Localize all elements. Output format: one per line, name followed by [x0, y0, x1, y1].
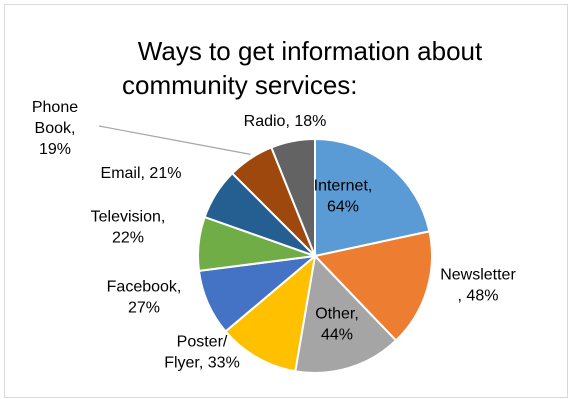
- leader-lines: [98, 125, 251, 155]
- data-label-line: , 48%: [458, 288, 499, 305]
- data-label-television: Television, 22%: [91, 209, 166, 247]
- data-label-phone-book: Phone Book, 19%: [32, 99, 78, 158]
- data-label-line: 22%: [112, 230, 144, 247]
- data-label-line: 19%: [39, 141, 71, 158]
- data-label-line: 44%: [321, 327, 353, 344]
- data-label-line: Other,: [315, 306, 359, 323]
- data-label-email: Email, 21%: [101, 165, 182, 182]
- data-labels: Internet, 64% Newsletter , 48% Other, 44% Post…: [32, 99, 517, 372]
- pie-slice-poster-flyer: [224, 253, 317, 373]
- data-label-line: Newsletter: [440, 267, 516, 284]
- data-label-newsletter: Newsletter , 48%: [440, 267, 516, 305]
- data-label-poster-flyer: Poster/Flyer, 33%: [164, 334, 240, 372]
- data-label-line: Internet,: [314, 178, 373, 195]
- pie-slice-radio: [270, 137, 316, 257]
- data-label-other: Other, 44%: [315, 306, 359, 344]
- data-label-radio: Radio, 18%: [244, 113, 327, 130]
- data-label-facebook: Facebook, 27%: [107, 279, 182, 317]
- pie-slice-newsletter: [313, 230, 433, 342]
- data-label-line: Poster/: [177, 334, 228, 351]
- data-label-line: Television,: [91, 209, 166, 226]
- data-label-line: Email, 21%: [101, 165, 182, 182]
- data-label-line: Radio, 18%: [244, 113, 327, 130]
- data-label-line: 27%: [128, 300, 160, 317]
- data-label-line: Phone: [32, 99, 78, 116]
- data-label-line: 64%: [327, 199, 359, 216]
- pie-slice-other: [294, 253, 398, 374]
- data-label-line: Facebook,: [107, 279, 182, 296]
- pie-slice-internet: [314, 137, 431, 258]
- pie-slices: [197, 137, 433, 374]
- data-label-internet: Internet, 64%: [314, 178, 373, 216]
- chart-title-line-1: Ways to get information about: [138, 36, 483, 66]
- data-label-line: Flyer, 33%: [164, 355, 240, 372]
- data-label-line: Book,: [35, 120, 76, 137]
- chart-title-line-2: community services:: [122, 70, 358, 100]
- leader-line-phone-book: [98, 125, 251, 155]
